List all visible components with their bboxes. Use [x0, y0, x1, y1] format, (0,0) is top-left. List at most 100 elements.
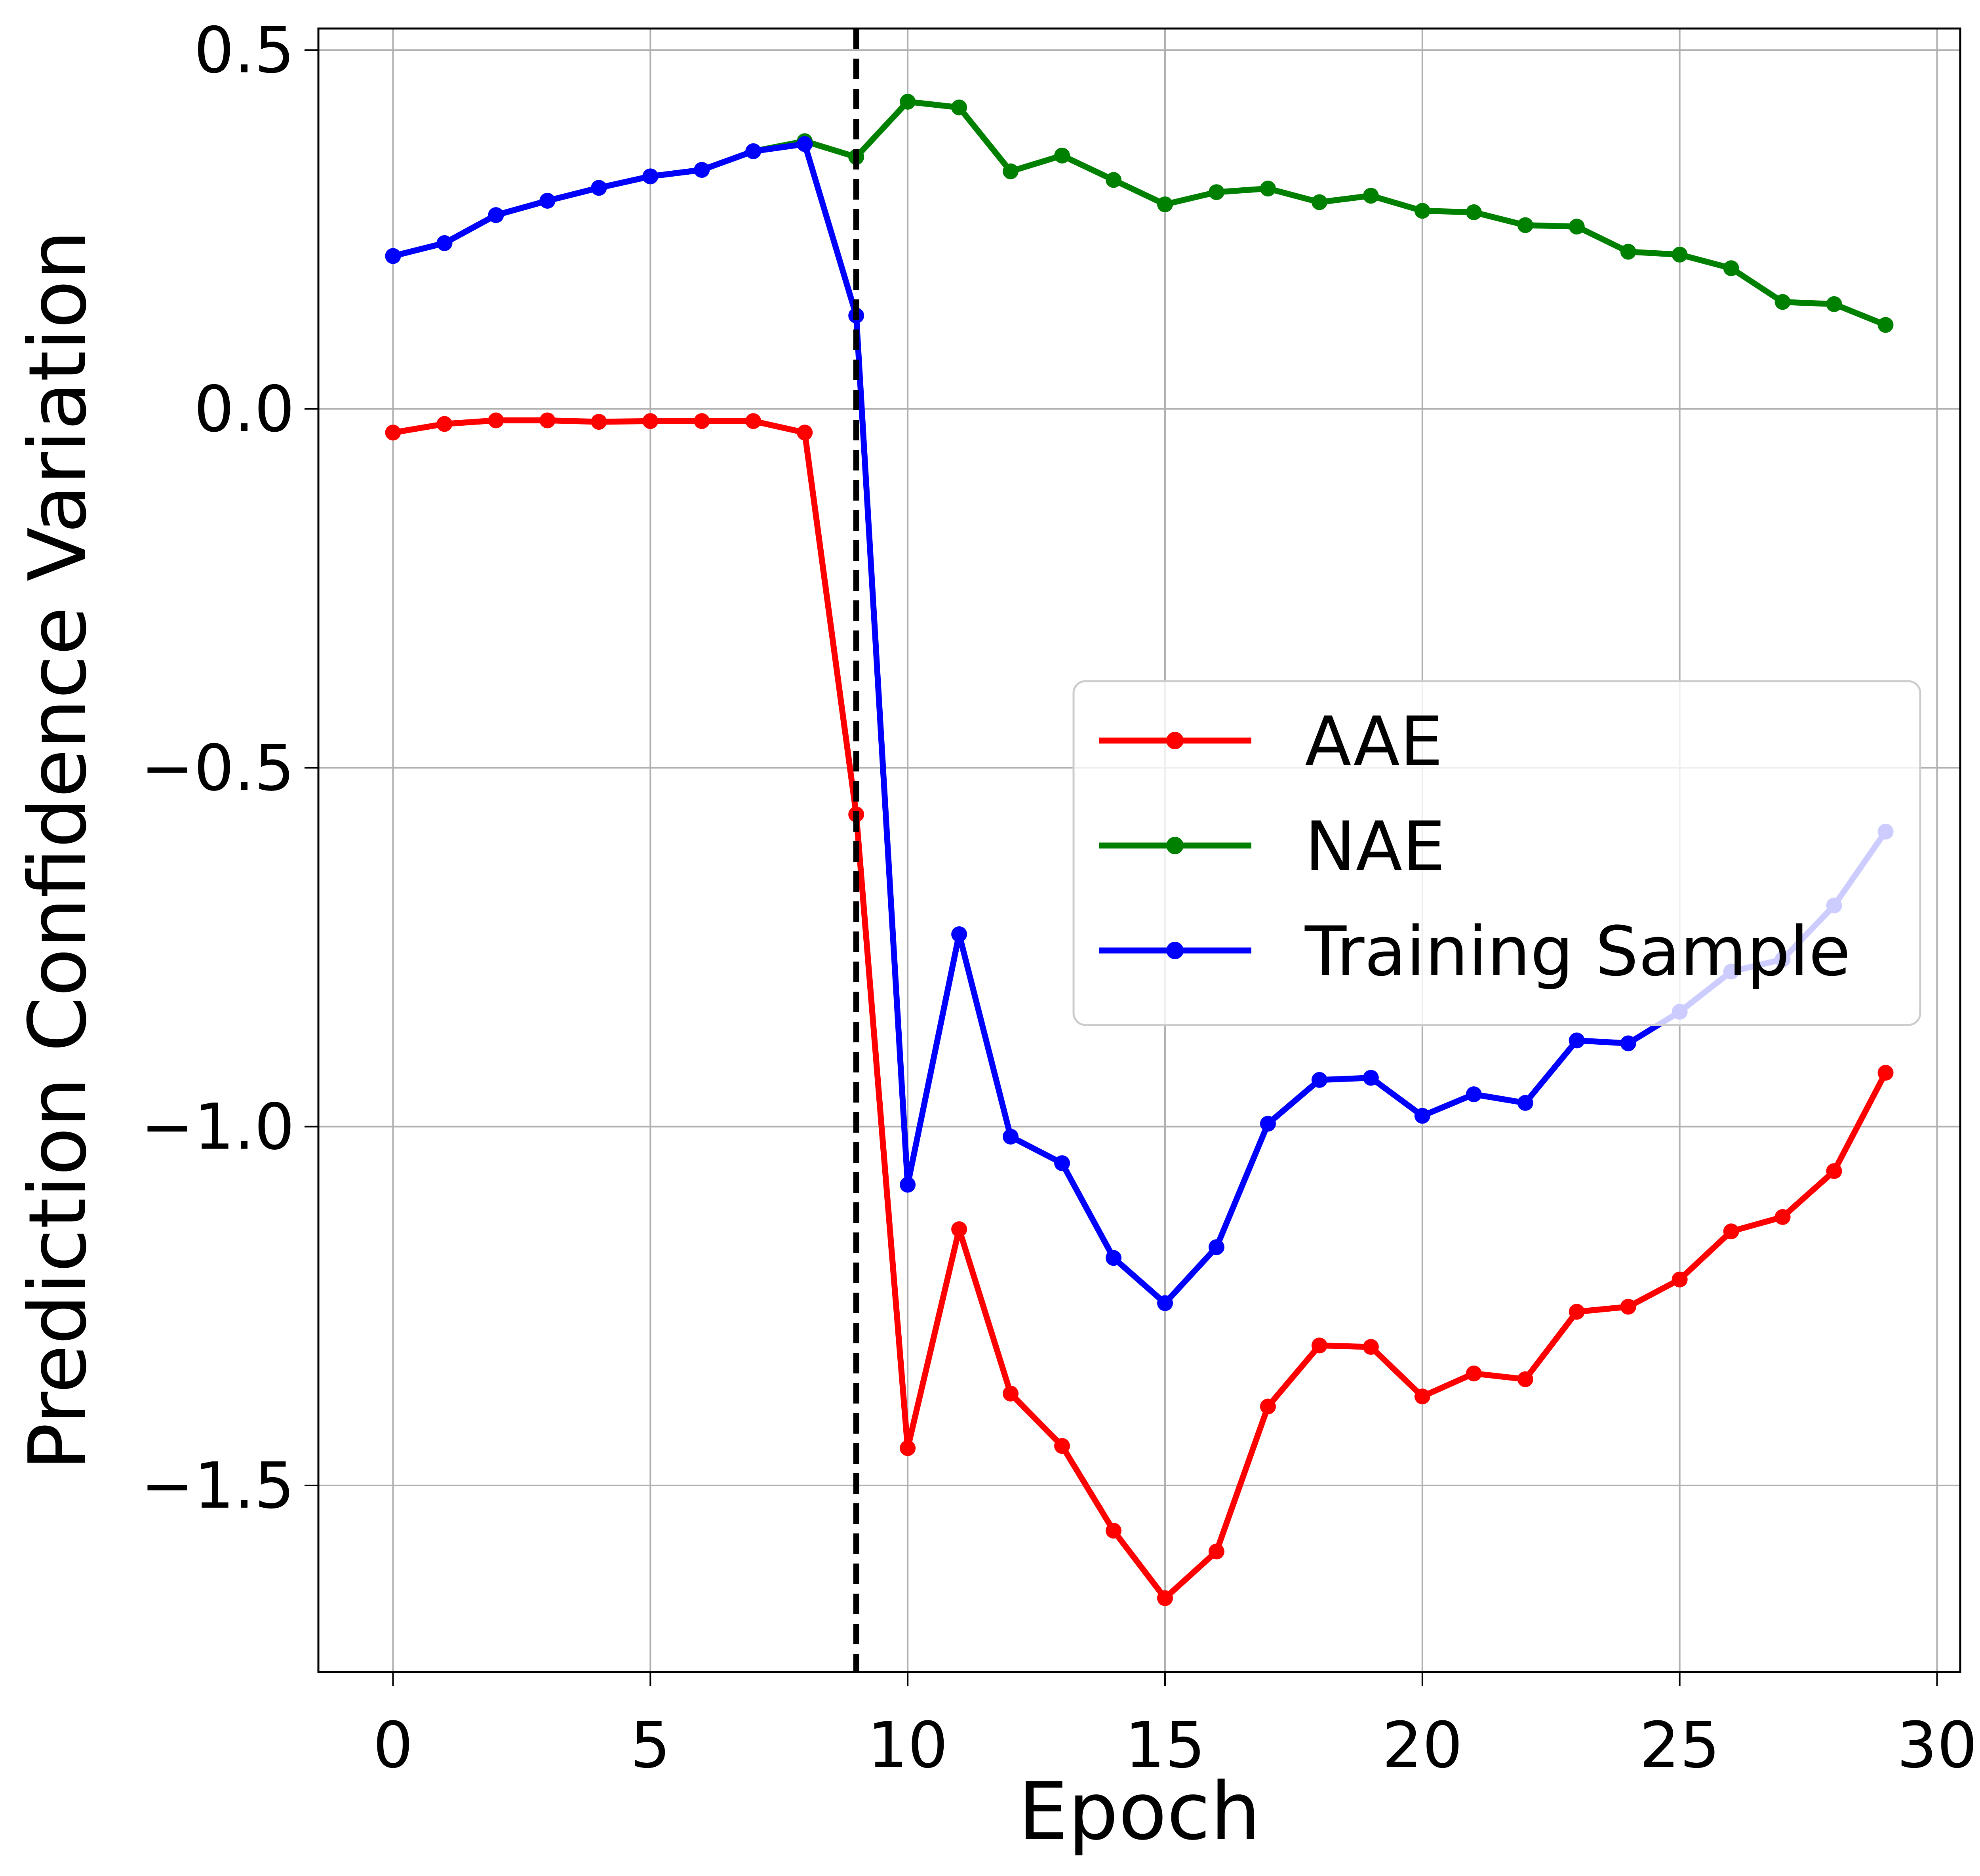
legend: AAE NAE Training Sample [1072, 680, 1921, 1026]
axis-ticks: 0 5 10 15 20 25 30 0.5 0.0 −0.5 −1.0 −1.5 [141, 13, 1977, 1782]
data-point-aae [1003, 1385, 1019, 1402]
data-point-training-sample [385, 248, 401, 264]
data-point-aae [1363, 1339, 1379, 1355]
data-point-training-sample [797, 136, 813, 152]
data-point-nae [1260, 181, 1276, 197]
data-point-nae [1517, 217, 1533, 233]
data-point-training-sample [591, 180, 607, 196]
data-point-training-sample [1414, 1108, 1430, 1124]
data-point-training-sample [1517, 1095, 1533, 1111]
data-point-aae [1311, 1337, 1327, 1354]
data-point-nae [1774, 294, 1791, 310]
data-point-aae [1877, 1065, 1894, 1081]
legend-frame [1072, 680, 1921, 1026]
data-point-nae [1311, 194, 1327, 210]
data-point-nae [1620, 244, 1636, 260]
x-tick-label: 0 [373, 1708, 413, 1782]
legend-label-nae: NAE [1305, 807, 1445, 886]
data-point-aae [1208, 1543, 1224, 1560]
data-point-training-sample [1466, 1086, 1482, 1103]
data-point-nae [1723, 260, 1739, 276]
x-tick-label: 30 [1897, 1708, 1978, 1782]
data-point-aae [1569, 1304, 1585, 1320]
data-point-aae [1672, 1271, 1688, 1287]
data-point-training-sample [745, 143, 762, 159]
data-point-aae [797, 425, 813, 441]
data-point-training-sample [1208, 1239, 1224, 1255]
y-tick-label: −0.5 [141, 731, 295, 805]
data-point-nae [1003, 163, 1019, 179]
data-point-training-sample [436, 235, 453, 251]
data-point-nae [900, 93, 916, 110]
plot-area-frame [317, 27, 1961, 1673]
data-point-aae [1106, 1522, 1122, 1539]
data-point-aae [385, 425, 401, 441]
data-point-training-sample [1569, 1032, 1585, 1049]
legend-label-training-sample: Training Sample [1304, 912, 1851, 991]
data-point-aae [1157, 1590, 1173, 1606]
data-point-aae [1517, 1371, 1533, 1387]
data-point-aae [1826, 1163, 1842, 1179]
data-point-aae [1414, 1388, 1430, 1405]
data-point-training-sample [900, 1177, 916, 1193]
data-point-aae [642, 413, 659, 429]
data-point-training-sample [539, 192, 556, 209]
x-tick-label: 25 [1639, 1708, 1720, 1782]
data-point-training-sample [1620, 1035, 1636, 1051]
legend-marker-training-sample [1166, 942, 1184, 959]
x-tick-label: 20 [1382, 1708, 1463, 1782]
series-line-training-sample [390, 141, 1889, 1306]
data-point-training-sample [1260, 1116, 1276, 1132]
data-point-training-sample [1003, 1129, 1019, 1145]
data-point-aae [1774, 1209, 1791, 1225]
x-tick-label: 10 [867, 1708, 948, 1782]
x-tick-label: 5 [630, 1708, 670, 1782]
legend-marker-aae [1166, 732, 1184, 749]
x-axis-label: Epoch [1018, 1766, 1260, 1858]
data-point-nae [1672, 246, 1688, 263]
data-point-aae [1054, 1438, 1070, 1454]
legend-marker-nae [1166, 837, 1184, 854]
y-tick-label: 0.0 [194, 372, 295, 446]
data-point-nae [1826, 296, 1842, 312]
data-point-training-sample [488, 207, 504, 223]
y-axis-label: Prediction Confidence Variation [12, 230, 104, 1471]
data-point-nae [1877, 317, 1894, 333]
y-tick-label: −1.5 [141, 1449, 295, 1523]
data-point-aae [900, 1440, 916, 1456]
data-point-training-sample [1363, 1070, 1379, 1086]
data-point-training-sample [1054, 1155, 1070, 1171]
data-point-aae [591, 414, 607, 430]
data-point-nae [1466, 204, 1482, 220]
data-point-nae [1363, 188, 1379, 204]
data-point-training-sample [1311, 1072, 1327, 1088]
data-point-aae [1620, 1299, 1636, 1315]
data-point-nae [1157, 196, 1173, 212]
data-point-aae [1723, 1223, 1739, 1240]
data-point-aae [694, 413, 710, 429]
data-point-training-sample [642, 168, 659, 185]
data-point-training-sample [951, 926, 967, 943]
data-point-training-sample [1157, 1295, 1173, 1311]
data-point-nae [1106, 172, 1122, 188]
data-point-nae [1054, 147, 1070, 164]
data-point-aae [488, 412, 504, 429]
data-point-nae [1414, 203, 1430, 219]
data-point-training-sample [1106, 1250, 1122, 1266]
data-point-nae [1208, 184, 1224, 200]
y-tick-label: −1.0 [141, 1090, 295, 1164]
legend-label-aae: AAE [1305, 702, 1443, 781]
data-point-nae [951, 99, 967, 116]
data-point-aae [1260, 1398, 1276, 1415]
data-point-aae [745, 413, 762, 429]
series-lines [385, 93, 1894, 1606]
data-point-aae [951, 1221, 967, 1237]
data-point-nae [1569, 219, 1585, 235]
x-tick-label: 15 [1125, 1708, 1205, 1782]
data-point-aae [436, 416, 453, 432]
data-point-training-sample [694, 162, 710, 178]
series-line-aae [390, 417, 1889, 1601]
y-tick-label: 0.5 [194, 13, 295, 87]
data-point-aae [1466, 1366, 1482, 1382]
